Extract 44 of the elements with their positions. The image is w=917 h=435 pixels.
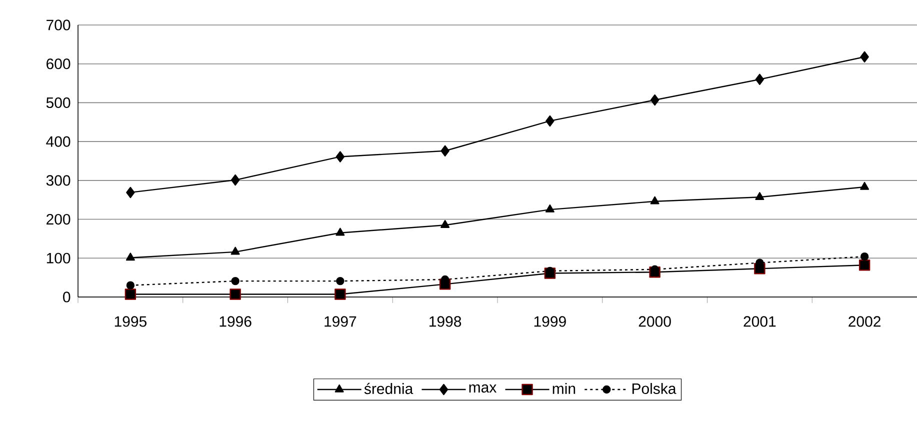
y-tick-label: 0: [63, 292, 70, 302]
legend-label: min: [552, 382, 576, 394]
point: [231, 276, 240, 286]
y-tick-label: 600: [46, 58, 70, 70]
y-tick-label: 300: [46, 175, 70, 186]
legend-label: Polska: [632, 382, 676, 394]
point: [336, 228, 345, 236]
point: [334, 288, 346, 300]
point: [230, 174, 240, 186]
point: [546, 115, 554, 127]
point: [860, 182, 870, 190]
point: [545, 204, 554, 212]
point: [126, 252, 135, 261]
point: [336, 276, 344, 286]
point: [755, 74, 764, 85]
x-tick-label: 1996: [220, 316, 252, 327]
x-tick-label: 2002: [848, 316, 880, 327]
x-tick-label: 1995: [114, 316, 146, 327]
x-tick-label: 1997: [324, 316, 356, 327]
point: [650, 196, 660, 204]
x-tick-label: 1999: [534, 316, 566, 327]
point: [860, 51, 869, 62]
point: [440, 220, 450, 228]
point: [650, 94, 660, 106]
point: [440, 145, 450, 156]
legend-label: średnia: [364, 382, 414, 394]
y-tick-label: 500: [46, 97, 70, 108]
legend-label: max: [469, 384, 497, 393]
point: [860, 252, 869, 261]
point: [336, 151, 345, 162]
x-tick-label: 2000: [638, 316, 671, 327]
point: [230, 246, 240, 255]
point: [858, 260, 870, 271]
y-tick-label: 700: [46, 20, 70, 30]
x-tick-label: 1998: [430, 316, 462, 327]
point: [124, 288, 136, 300]
point: [755, 192, 764, 200]
point: [126, 281, 135, 290]
point: [230, 288, 241, 300]
y-tick-label: 400: [46, 136, 70, 147]
y-tick-label: 200: [46, 214, 70, 225]
point: [126, 186, 135, 198]
x-tick-label: 2001: [744, 316, 776, 327]
y-tick-label: 100: [46, 252, 70, 264]
